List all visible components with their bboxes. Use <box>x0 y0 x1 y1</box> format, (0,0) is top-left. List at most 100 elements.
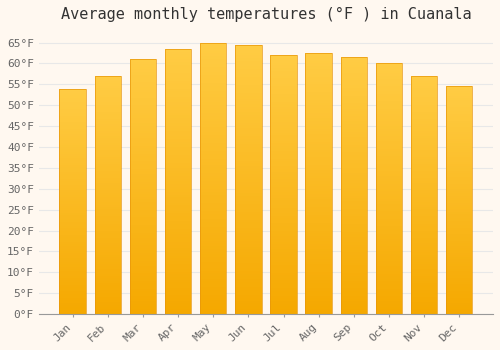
Bar <box>376 151 402 154</box>
Bar <box>446 171 472 173</box>
Bar <box>165 309 191 312</box>
Bar <box>376 224 402 226</box>
Bar <box>270 164 296 167</box>
Bar <box>235 55 262 58</box>
Bar <box>446 98 472 100</box>
Bar <box>270 68 296 71</box>
Bar <box>130 235 156 238</box>
Bar <box>306 251 332 254</box>
Bar <box>270 55 296 314</box>
Bar <box>376 274 402 276</box>
Bar <box>446 157 472 159</box>
Bar <box>411 157 438 159</box>
Bar <box>235 47 262 50</box>
Bar <box>94 138 121 140</box>
Bar <box>270 223 296 226</box>
Bar <box>165 142 191 144</box>
Bar <box>235 258 262 260</box>
Bar <box>200 271 226 273</box>
Bar <box>376 76 402 78</box>
Bar <box>340 150 367 152</box>
Bar <box>60 199 86 201</box>
Bar <box>340 162 367 165</box>
Bar <box>340 57 367 60</box>
Bar <box>60 222 86 224</box>
Bar <box>376 236 402 239</box>
Bar <box>60 242 86 244</box>
Bar <box>200 170 226 173</box>
Bar <box>235 107 262 109</box>
Bar <box>60 280 86 282</box>
Bar <box>376 128 402 131</box>
Bar <box>94 105 121 107</box>
Bar <box>60 262 86 264</box>
Bar <box>94 214 121 216</box>
Bar <box>306 312 332 314</box>
Bar <box>270 195 296 197</box>
Bar <box>446 100 472 103</box>
Bar <box>376 69 402 71</box>
Bar <box>411 264 438 266</box>
Bar <box>165 195 191 197</box>
Bar <box>60 248 86 251</box>
Bar <box>270 84 296 86</box>
Bar <box>130 100 156 103</box>
Bar <box>165 120 191 123</box>
Bar <box>376 93 402 96</box>
Bar <box>306 272 332 275</box>
Bar <box>94 300 121 302</box>
Bar <box>200 224 226 227</box>
Bar <box>60 237 86 240</box>
Bar <box>446 141 472 144</box>
Bar <box>165 128 191 131</box>
Bar <box>270 89 296 91</box>
Bar <box>376 199 402 201</box>
Bar <box>306 285 332 288</box>
Bar <box>200 303 226 306</box>
Bar <box>200 72 226 75</box>
Bar <box>306 116 332 118</box>
Bar <box>200 83 226 86</box>
Bar <box>235 77 262 80</box>
Bar <box>446 300 472 303</box>
Bar <box>446 127 472 130</box>
Bar <box>411 219 438 221</box>
Bar <box>306 238 332 241</box>
Bar <box>235 185 262 188</box>
Bar <box>235 134 262 136</box>
Bar <box>446 296 472 298</box>
Bar <box>60 167 86 170</box>
Bar <box>200 276 226 279</box>
Bar <box>270 182 296 184</box>
Bar <box>94 190 121 192</box>
Bar <box>270 94 296 97</box>
Bar <box>340 260 367 262</box>
Bar <box>60 231 86 233</box>
Bar <box>340 299 367 301</box>
Bar <box>411 93 438 95</box>
Bar <box>130 70 156 72</box>
Bar <box>340 121 367 124</box>
Bar <box>60 294 86 296</box>
Bar <box>60 145 86 147</box>
Bar <box>340 294 367 296</box>
Bar <box>411 254 438 257</box>
Bar <box>165 295 191 298</box>
Bar <box>446 225 472 228</box>
Bar <box>376 194 402 196</box>
Bar <box>306 178 332 181</box>
Bar <box>94 164 121 167</box>
Bar <box>446 86 472 89</box>
Bar <box>60 118 86 120</box>
Bar <box>411 152 438 155</box>
Bar <box>60 89 86 91</box>
Bar <box>235 285 262 287</box>
Bar <box>235 80 262 82</box>
Bar <box>60 134 86 136</box>
Bar <box>60 172 86 174</box>
Bar <box>165 192 191 195</box>
Bar <box>340 60 367 62</box>
Bar <box>411 221 438 224</box>
Bar <box>340 198 367 201</box>
Bar <box>235 169 262 171</box>
